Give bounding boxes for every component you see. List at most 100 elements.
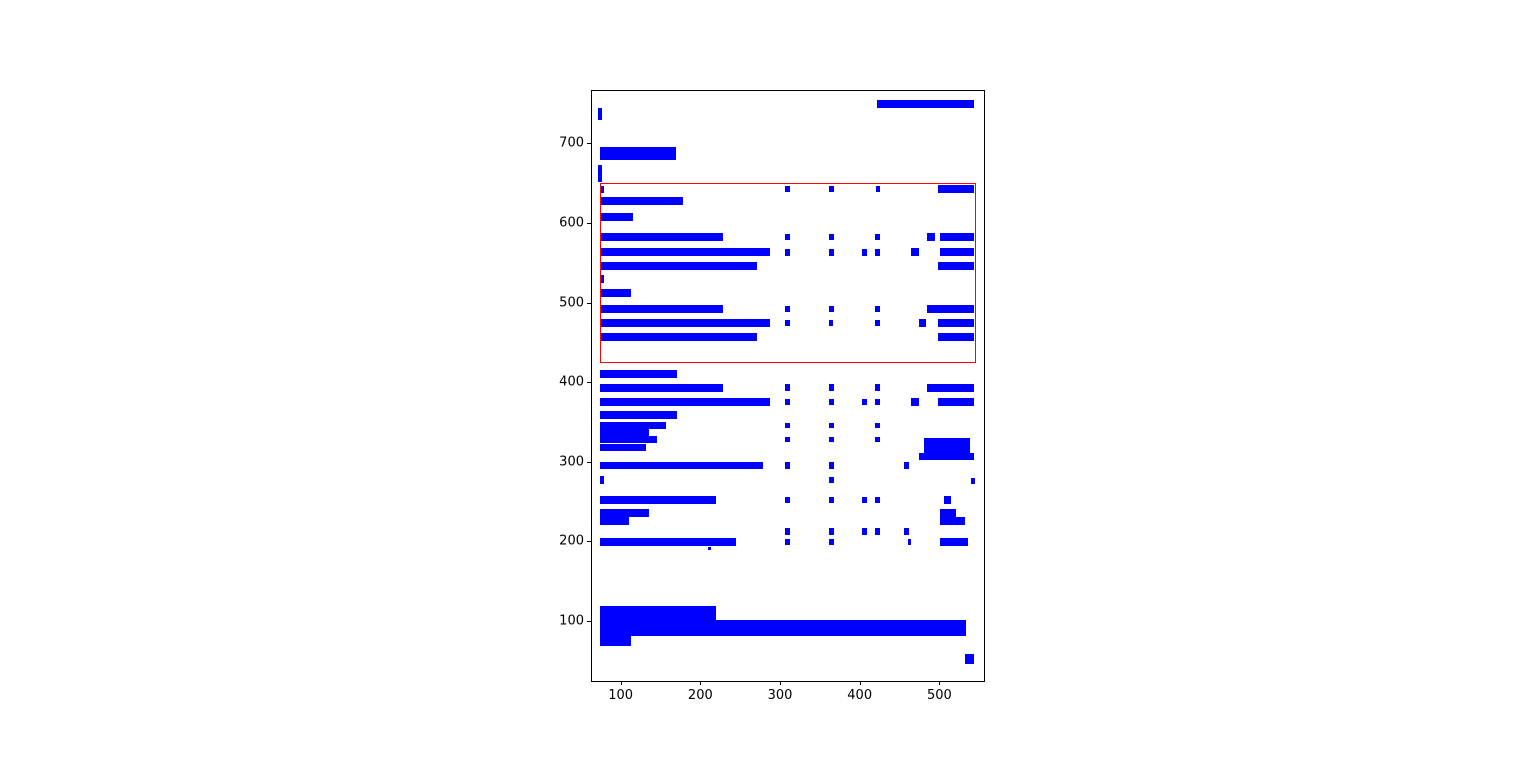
blue-box bbox=[828, 320, 834, 327]
blue-box bbox=[599, 411, 678, 420]
blue-box bbox=[829, 436, 835, 443]
blue-box bbox=[829, 305, 835, 313]
blue-box bbox=[937, 184, 975, 193]
blue-box bbox=[599, 275, 604, 284]
blue-box bbox=[937, 332, 975, 341]
blue-box bbox=[599, 509, 649, 518]
y-tick-label: 100 bbox=[559, 613, 584, 629]
blue-box bbox=[784, 528, 790, 535]
blue-box bbox=[829, 496, 835, 503]
blue-box bbox=[784, 496, 790, 503]
blue-box bbox=[829, 528, 835, 535]
y-tick-label: 700 bbox=[559, 135, 584, 151]
blue-box bbox=[937, 319, 975, 328]
blue-box bbox=[964, 653, 975, 665]
blue-box bbox=[874, 496, 880, 503]
blue-box bbox=[599, 288, 632, 297]
blue-box bbox=[598, 164, 603, 183]
blue-box bbox=[875, 185, 881, 192]
blue-box bbox=[784, 462, 790, 469]
blue-box bbox=[937, 397, 975, 406]
blue-box bbox=[599, 636, 632, 646]
blue-box bbox=[907, 538, 912, 546]
blue-box bbox=[599, 461, 764, 470]
x-tick-label: 200 bbox=[687, 688, 713, 703]
blue-box bbox=[829, 538, 835, 546]
blue-box bbox=[927, 383, 975, 392]
blue-box bbox=[874, 305, 880, 313]
blue-box bbox=[599, 619, 967, 637]
blue-box bbox=[599, 332, 757, 341]
blue-box bbox=[784, 234, 790, 241]
blue-box bbox=[944, 495, 952, 504]
blue-box bbox=[874, 422, 880, 429]
blue-box bbox=[829, 476, 835, 483]
blue-box bbox=[599, 517, 629, 526]
blue-box bbox=[862, 528, 867, 535]
blue-box bbox=[919, 452, 975, 460]
blue-box bbox=[599, 475, 604, 484]
blue-box bbox=[599, 147, 676, 161]
blue-box bbox=[874, 320, 880, 327]
blue-box bbox=[784, 305, 790, 313]
blue-box bbox=[874, 436, 880, 443]
blue-box bbox=[874, 249, 880, 256]
y-tick-label: 500 bbox=[559, 295, 584, 310]
blue-box bbox=[937, 261, 975, 270]
x-tick-mark bbox=[700, 681, 702, 685]
y-tick-mark bbox=[587, 143, 591, 145]
blue-box bbox=[784, 185, 790, 192]
blue-box bbox=[599, 606, 717, 622]
blue-box bbox=[919, 319, 926, 328]
blue-box bbox=[940, 537, 969, 546]
blue-box bbox=[784, 249, 790, 256]
red-highlight-rect bbox=[599, 183, 977, 363]
blue-box bbox=[599, 319, 771, 328]
y-tick-mark bbox=[587, 541, 591, 543]
y-tick-mark bbox=[587, 382, 591, 384]
blue-box bbox=[940, 509, 957, 518]
y-tick-mark bbox=[587, 461, 591, 463]
blue-box bbox=[910, 397, 920, 406]
blue-box bbox=[829, 462, 835, 469]
blue-box bbox=[940, 248, 975, 257]
blue-box bbox=[599, 444, 647, 452]
blue-box bbox=[904, 462, 910, 469]
x-tick-label: 100 bbox=[608, 688, 634, 703]
blue-box bbox=[829, 234, 835, 241]
x-tick-label: 400 bbox=[847, 688, 873, 703]
blue-box bbox=[599, 537, 737, 546]
blue-box bbox=[599, 436, 658, 444]
blue-box bbox=[599, 383, 724, 392]
blue-box bbox=[784, 398, 790, 406]
x-tick-label: 300 bbox=[767, 688, 793, 703]
blue-box bbox=[927, 233, 936, 242]
x-tick-label: 500 bbox=[926, 688, 952, 703]
blue-box bbox=[910, 248, 920, 257]
blue-box bbox=[599, 212, 634, 222]
blue-box bbox=[862, 496, 867, 503]
y-tick-mark bbox=[587, 620, 591, 622]
x-tick-mark bbox=[859, 681, 861, 685]
blue-box bbox=[599, 304, 724, 313]
blue-box bbox=[940, 233, 975, 242]
x-tick-mark bbox=[780, 681, 782, 685]
blue-box bbox=[599, 233, 724, 242]
blue-box bbox=[874, 384, 880, 391]
blue-box bbox=[829, 185, 835, 192]
blue-box bbox=[971, 478, 976, 484]
y-tick-label: 300 bbox=[559, 454, 584, 470]
blue-box bbox=[874, 234, 880, 241]
y-tick-label: 200 bbox=[559, 533, 584, 549]
blue-box bbox=[599, 397, 771, 406]
blue-box bbox=[784, 384, 790, 391]
blue-box bbox=[599, 248, 771, 257]
blue-box bbox=[784, 436, 790, 443]
y-tick-label: 400 bbox=[559, 374, 584, 390]
blue-box bbox=[599, 370, 678, 379]
x-tick-mark bbox=[620, 681, 622, 685]
y-tick-mark bbox=[587, 302, 591, 304]
y-tick-mark bbox=[587, 222, 591, 224]
plot-area: 100 200 300 400 500 100 200 300 400 500 600 700 bbox=[559, 91, 984, 703]
axes: 100 200 300 400 500 100 200 300 400 500 600 700 bbox=[559, 90, 985, 703]
